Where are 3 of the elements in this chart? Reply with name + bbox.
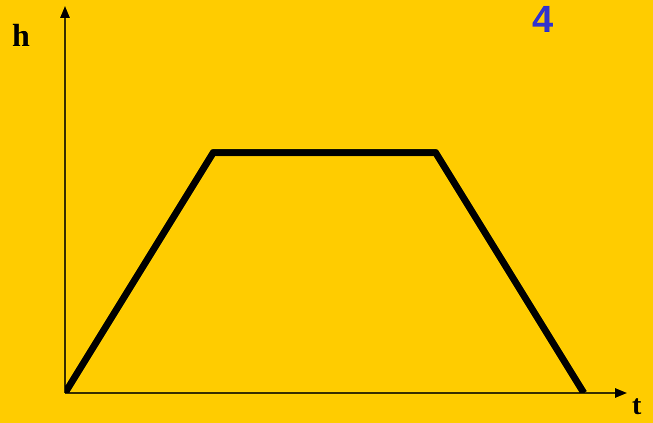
- y-axis-title: h: [12, 17, 30, 53]
- x-axis-title: t: [632, 390, 642, 421]
- text: 4: [532, 0, 554, 41]
